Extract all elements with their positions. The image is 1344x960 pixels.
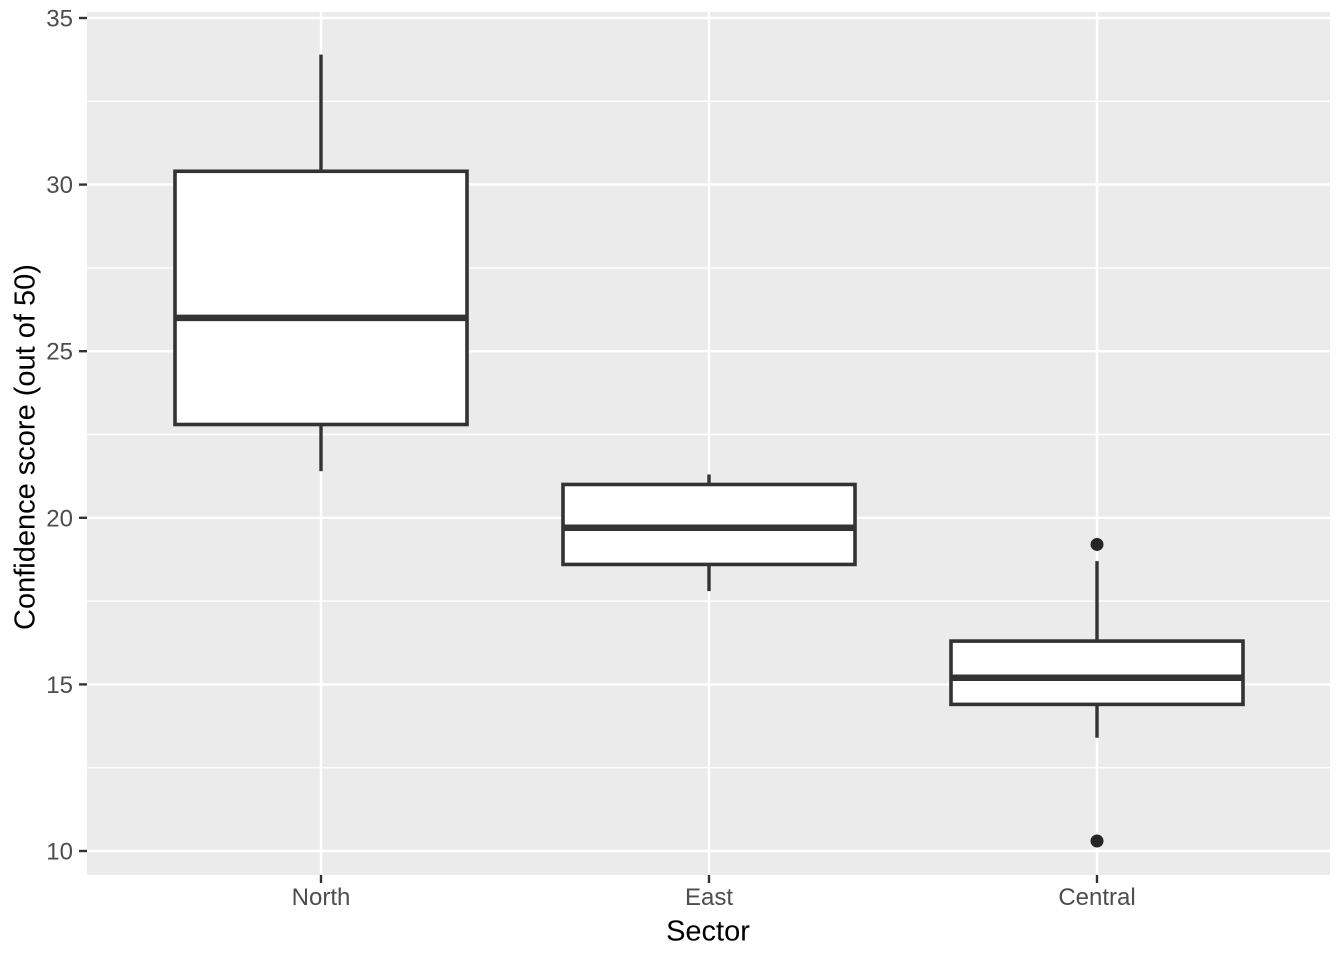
y-axis-title: Confidence score (out of 50) (9, 264, 42, 630)
y-tick-label: 30 (46, 172, 73, 199)
y-tick-label: 10 (46, 839, 73, 866)
x-tick-label: East (685, 884, 733, 911)
x-tick-label: Central (1058, 884, 1135, 911)
x-axis-title: Sector (666, 915, 750, 948)
x-tick-label: North (292, 884, 351, 911)
box-iqr (561, 482, 857, 567)
box-iqr (949, 639, 1245, 707)
outlier-point (1090, 834, 1104, 848)
box-iqr (173, 169, 469, 427)
y-tick-label: 35 (46, 6, 73, 33)
y-tick-label: 25 (46, 339, 73, 366)
y-tick-label: 20 (46, 505, 73, 532)
outlier-point (1090, 537, 1104, 551)
y-tick-label: 15 (46, 672, 73, 699)
